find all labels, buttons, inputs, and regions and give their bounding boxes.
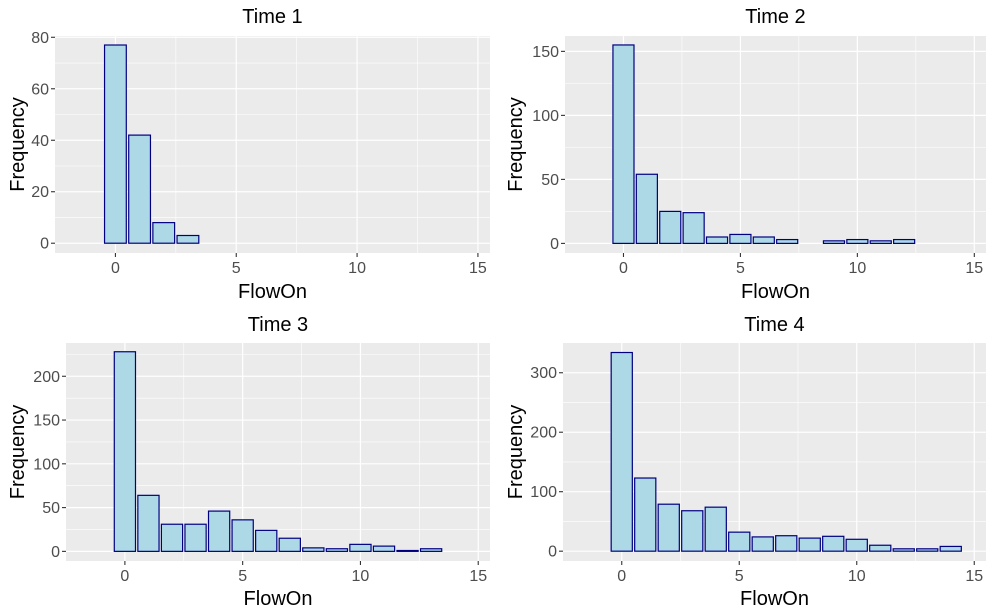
- bar: [705, 236, 729, 244]
- x-tick-label: 0: [617, 568, 626, 585]
- y-tick-label: 50: [541, 172, 559, 189]
- bar: [207, 510, 231, 552]
- bar: [231, 519, 254, 552]
- panel-title: Time 4: [744, 314, 804, 336]
- y-tick-label: 80: [31, 30, 49, 47]
- bar: [113, 351, 137, 552]
- bar: [939, 545, 962, 552]
- bar: [776, 238, 799, 244]
- bar: [659, 210, 682, 244]
- bar: [798, 537, 821, 552]
- panel-title: Time 1: [242, 6, 302, 28]
- x-axis-label: FlowOn: [244, 588, 313, 610]
- panel-time-4: 0 100 200 300 0 5 10 15 Time 4 FlowOn Frequency: [505, 314, 986, 610]
- x-tick-label: 15: [469, 568, 487, 585]
- y-tick-label: 100: [33, 456, 60, 473]
- bar: [325, 548, 349, 552]
- bar: [128, 134, 152, 244]
- y-axis-label: Frequency: [7, 97, 29, 192]
- bar: [846, 238, 869, 244]
- y-tick-label: 40: [31, 133, 49, 150]
- bar: [822, 535, 845, 552]
- y-tick-label: 0: [51, 544, 60, 561]
- bar: [893, 238, 916, 244]
- bar: [845, 538, 868, 552]
- x-tick-label: 15: [965, 260, 983, 277]
- x-tick-label: 10: [352, 568, 370, 585]
- bar: [610, 351, 633, 552]
- x-tick-label: 5: [736, 260, 745, 277]
- bar: [137, 494, 160, 552]
- bar: [869, 240, 892, 244]
- bar: [278, 537, 301, 552]
- x-tick-label: 5: [232, 260, 241, 277]
- bar: [160, 523, 184, 552]
- x-tick-label: 15: [469, 260, 487, 277]
- y-tick-label: 0: [40, 236, 49, 253]
- panel-title: Time 3: [248, 314, 308, 336]
- panel-title: Time 2: [745, 6, 805, 28]
- y-tick-label: 100: [530, 484, 557, 501]
- x-tick-label: 0: [619, 260, 628, 277]
- x-tick-label: 10: [348, 260, 366, 277]
- x-tick-label: 5: [735, 568, 744, 585]
- bar: [372, 545, 396, 552]
- x-tick-label: 0: [111, 260, 120, 277]
- bar: [704, 506, 727, 552]
- bar: [892, 548, 915, 552]
- bar: [419, 548, 443, 552]
- panel-time-3: 0 50 100 150 200 0 5 10 15 Time 3 FlowOn Frequency: [7, 314, 490, 610]
- bar: [752, 236, 775, 244]
- y-tick-label: 20: [31, 184, 49, 201]
- y-tick-label: 60: [31, 81, 49, 98]
- bar: [657, 503, 680, 552]
- y-tick-label: 50: [42, 500, 60, 517]
- y-tick-label: 150: [33, 413, 60, 430]
- y-axis-label: Frequency: [505, 405, 527, 500]
- bar: [916, 548, 939, 552]
- bar: [634, 477, 657, 552]
- bar: [612, 44, 635, 244]
- bar: [751, 536, 774, 552]
- y-tick-label: 100: [532, 108, 559, 125]
- panel-time-2: 0 50 100 150 0 5 10 15 Time 2 FlowOn Frequency: [505, 6, 986, 303]
- bar: [681, 510, 704, 552]
- bar: [184, 523, 207, 552]
- y-axis-label: Frequency: [505, 97, 527, 192]
- y-tick-label: 0: [548, 544, 557, 561]
- panel-time-1: 0 20 40 60 80 0 5 10 15 Time 1 FlowOn Frequency: [7, 6, 490, 303]
- y-tick-label: 150: [532, 44, 559, 61]
- bar: [152, 222, 176, 244]
- x-axis-label: FlowOn: [741, 281, 810, 303]
- bar: [255, 529, 278, 552]
- x-axis-label: FlowOn: [740, 588, 809, 610]
- bar: [635, 173, 658, 244]
- x-tick-label: 5: [238, 568, 247, 585]
- bar: [396, 549, 419, 552]
- x-tick-label: 10: [848, 260, 866, 277]
- bar: [728, 531, 751, 552]
- bar: [302, 547, 325, 552]
- bar: [103, 44, 127, 244]
- bar: [729, 233, 752, 244]
- y-tick-label: 200: [530, 425, 557, 442]
- bar: [869, 544, 892, 552]
- y-tick-label: 0: [550, 236, 559, 253]
- x-tick-label: 0: [120, 568, 129, 585]
- x-tick-label: 10: [848, 568, 866, 585]
- bar: [349, 543, 372, 552]
- x-axis-label: FlowOn: [238, 281, 307, 303]
- bar: [682, 212, 705, 244]
- y-tick-label: 300: [530, 365, 557, 382]
- bar: [775, 535, 798, 552]
- bar: [822, 240, 846, 244]
- y-axis-label: Frequency: [7, 405, 29, 500]
- bar: [176, 234, 200, 244]
- x-tick-label: 15: [965, 568, 983, 585]
- y-tick-label: 200: [33, 369, 60, 386]
